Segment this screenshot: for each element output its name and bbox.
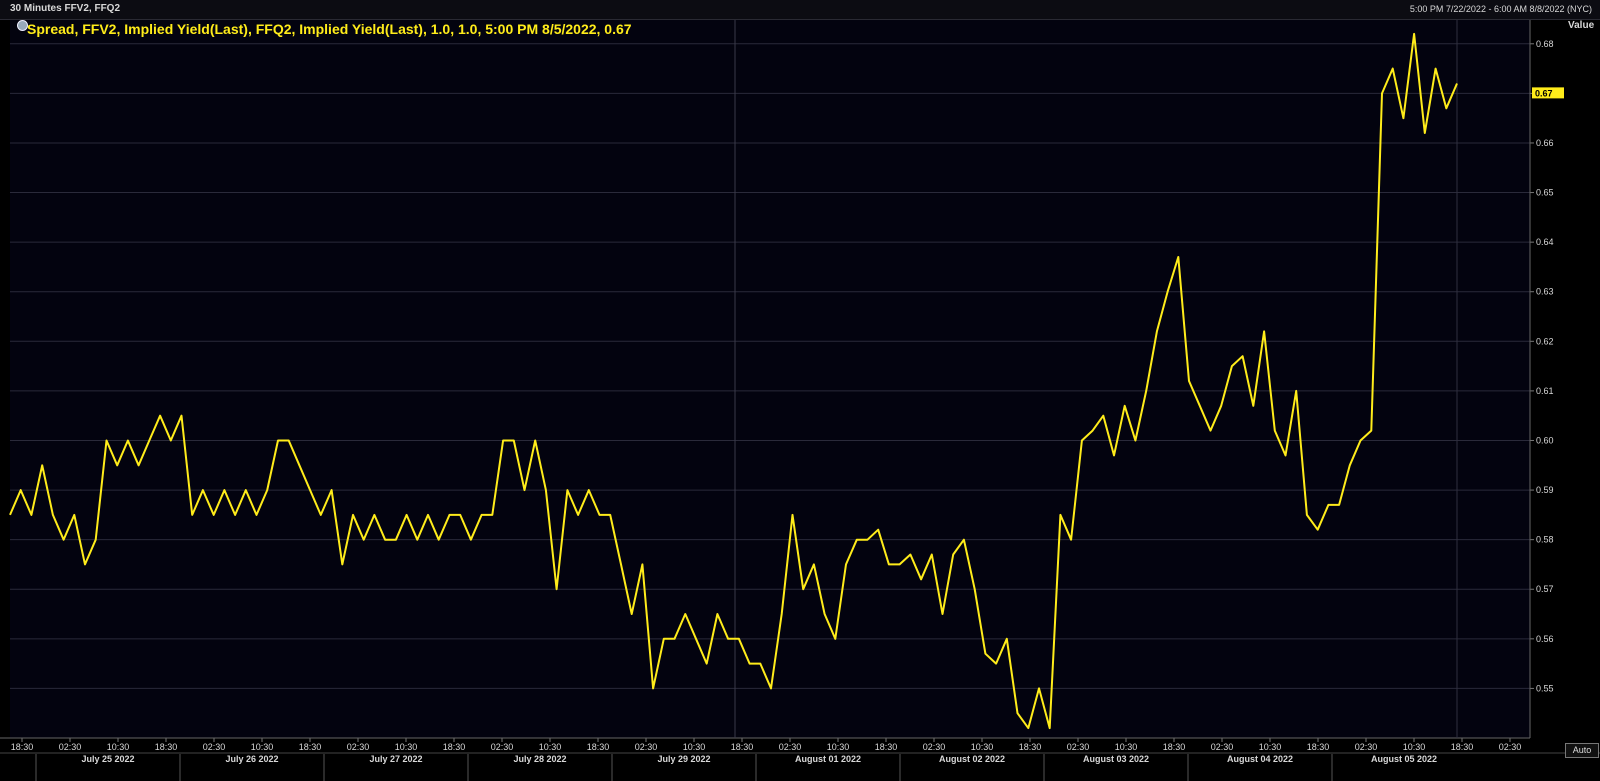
auto-scale-button[interactable]: Auto (1565, 743, 1599, 758)
x-tick-label: 10:30 (251, 742, 274, 752)
x-tick-label: 10:30 (1115, 742, 1138, 752)
value-axis-title: Value (1568, 20, 1595, 31)
y-tick-label: 0.64 (1536, 237, 1554, 247)
date-label: July 26 2022 (225, 754, 278, 764)
y-tick-label: 0.63 (1536, 287, 1554, 297)
x-tick-label: 02:30 (1067, 742, 1090, 752)
x-tick-label: 18:30 (11, 742, 34, 752)
y-tick-label: 0.60 (1536, 435, 1554, 445)
date-range: 5:00 PM 7/22/2022 - 6:00 AM 8/8/2022 (NY… (1409, 4, 1592, 14)
y-tick-label: 0.55 (1536, 683, 1554, 693)
x-tick-label: 02:30 (635, 742, 658, 752)
x-tick-label: 10:30 (971, 742, 994, 752)
date-label: July 29 2022 (657, 754, 710, 764)
x-tick-label: 18:30 (875, 742, 898, 752)
date-label: August 05 2022 (1371, 754, 1437, 764)
date-label: July 28 2022 (513, 754, 566, 764)
y-tick-label: 0.66 (1536, 138, 1554, 148)
x-tick-label: 10:30 (683, 742, 706, 752)
last-value-tag (1532, 87, 1564, 99)
y-tick-label: 0.57 (1536, 584, 1554, 594)
x-tick-label: 18:30 (1451, 742, 1474, 752)
x-tick-label: 18:30 (1307, 742, 1330, 752)
x-tick-label: 18:30 (587, 742, 610, 752)
x-tick-label: 10:30 (1403, 742, 1426, 752)
x-tick-label: 02:30 (779, 742, 802, 752)
series-line (9, 32, 1458, 730)
date-label: August 02 2022 (939, 754, 1005, 764)
y-tick-label: 0.68 (1536, 39, 1554, 49)
x-tick-label: 02:30 (1499, 742, 1522, 752)
x-tick-label: 18:30 (299, 742, 322, 752)
y-tick-label: 0.61 (1536, 386, 1554, 396)
y-tick-label: 0.65 (1536, 188, 1554, 198)
date-label: August 01 2022 (795, 754, 861, 764)
x-tick-label: 02:30 (347, 742, 370, 752)
y-tick-label: 0.56 (1536, 634, 1554, 644)
last-value-label: 0.67 (1535, 88, 1553, 98)
chart-title: 30 Minutes FFV2, FFQ2 (10, 3, 121, 14)
x-tick-label: 18:30 (155, 742, 178, 752)
x-tick-label: 10:30 (107, 742, 130, 752)
date-label: July 27 2022 (369, 754, 422, 764)
x-tick-label: 10:30 (539, 742, 562, 752)
x-tick-label: 18:30 (731, 742, 754, 752)
x-tick-label: 18:30 (1163, 742, 1186, 752)
y-tick-label: 0.62 (1536, 336, 1554, 346)
date-label: August 03 2022 (1083, 754, 1149, 764)
y-tick-label: 0.58 (1536, 535, 1554, 545)
date-label: July 25 2022 (81, 754, 134, 764)
x-tick-label: 02:30 (59, 742, 82, 752)
x-tick-label: 18:30 (1019, 742, 1042, 752)
x-tick-label: 02:30 (1211, 742, 1234, 752)
x-tick-label: 02:30 (203, 742, 226, 752)
title-bar: 30 Minutes FFV2, FFQ2 5:00 PM 7/22/2022 … (0, 0, 1600, 20)
x-tick-label: 02:30 (1355, 742, 1378, 752)
x-tick-label: 10:30 (1259, 742, 1282, 752)
plot-area (10, 19, 1530, 738)
x-tick-label: 10:30 (827, 742, 850, 752)
legend-entry: Spread, FFV2, Implied Yield(Last), FFQ2,… (27, 21, 632, 37)
y-tick-label: 0.59 (1536, 485, 1554, 495)
x-tick-label: 10:30 (395, 742, 418, 752)
x-tick-label: 02:30 (923, 742, 946, 752)
legend-settings-icon[interactable] (17, 20, 28, 31)
x-tick-label: 18:30 (443, 742, 466, 752)
date-label: August 04 2022 (1227, 754, 1293, 764)
x-tick-label: 02:30 (491, 742, 514, 752)
